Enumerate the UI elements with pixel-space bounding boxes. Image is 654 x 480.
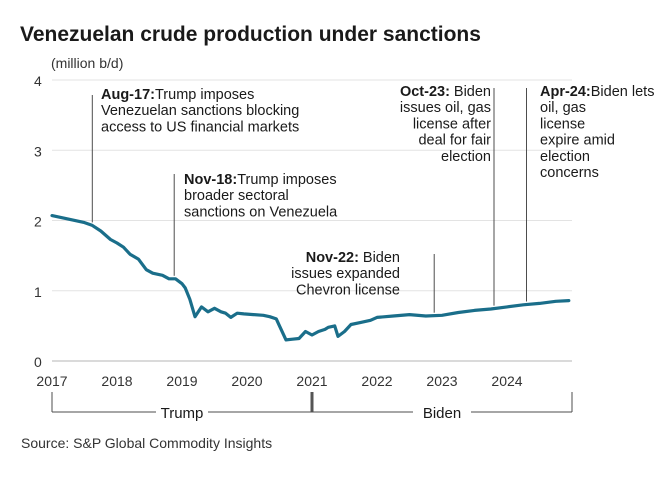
annotation-text: Biden <box>454 84 491 100</box>
x-axis-ticks: 2017 2018 2019 2020 2021 2022 2023 2024 <box>36 373 522 389</box>
y-tick-label: 4 <box>34 73 42 89</box>
annotation-line: oil, gas <box>540 100 586 116</box>
source-note: Source: S&P Global Commodity Insights <box>21 435 272 451</box>
annotation-line: concerns <box>540 165 599 181</box>
gridlines <box>52 79 572 362</box>
annotation-leader-lines <box>91 88 527 313</box>
x-tick-label: 2022 <box>361 373 392 389</box>
x-tick-label: 2017 <box>36 373 67 389</box>
chart-title: Venezuelan crude production under sancti… <box>20 23 481 46</box>
annotation-text: Trump imposes <box>237 172 336 188</box>
annotation-line: Aug-17:Trump imposes <box>101 87 254 103</box>
series-line <box>50 214 571 342</box>
era-divider <box>310 392 314 412</box>
annotation-text: Trump imposes <box>155 87 254 103</box>
annotation-line: Chevron license <box>296 282 400 298</box>
annotation-line: broader sectoral <box>184 188 289 204</box>
annotation-line: Nov-22: Biden <box>306 250 400 266</box>
annotation-line: expire amid <box>540 133 615 149</box>
y-axis-ticks: 0 1 2 3 4 <box>34 73 42 370</box>
y-tick-label: 1 <box>34 284 42 300</box>
x-tick-label: 2019 <box>166 373 197 389</box>
annotation-line: election <box>441 149 491 165</box>
x-tick-label: 2023 <box>426 373 457 389</box>
annotation-text: Biden <box>363 250 400 266</box>
annotation-line: Nov-18:Trump imposes <box>184 172 337 188</box>
era-label: Trump <box>161 405 204 422</box>
annotation-date: Nov-18: <box>184 172 237 188</box>
x-tick-label: 2020 <box>231 373 262 389</box>
x-tick-label: 2018 <box>101 373 132 389</box>
annotation-line: deal for fair <box>418 133 491 149</box>
annotation-line: access to US financial markets <box>101 119 299 135</box>
annotation-line: license after <box>413 116 491 132</box>
y-tick-label: 0 <box>34 354 42 370</box>
annotation-line: issues expanded <box>291 266 400 282</box>
annotation-date: Apr-24: <box>540 84 591 100</box>
annotation-date: Aug-17: <box>101 87 155 103</box>
annotation-line: Apr-24:Biden lets <box>540 84 654 100</box>
annotation-line: license <box>540 116 585 132</box>
series-group <box>50 214 571 342</box>
annotation-line: Oct-23: Biden <box>400 84 491 100</box>
x-tick-label: 2021 <box>296 373 327 389</box>
annotation-line: issues oil, gas <box>400 100 491 116</box>
annotation-line: Venezuelan sanctions blocking <box>101 103 299 119</box>
annotation-date: Oct-23: <box>400 84 450 100</box>
annotation-date: Nov-22: <box>306 250 359 266</box>
era-label: Biden <box>423 405 461 422</box>
annotation-text: Biden lets <box>591 84 654 100</box>
era-brackets: Trump Biden <box>51 392 573 422</box>
y-axis-unit-label: (million b/d) <box>51 55 123 71</box>
y-tick-label: 3 <box>34 143 42 159</box>
y-tick-label: 2 <box>34 214 42 230</box>
x-tick-label: 2024 <box>491 373 522 389</box>
annotation-line: election <box>540 149 590 165</box>
annotation-line: sanctions on Venezuela <box>184 204 338 220</box>
